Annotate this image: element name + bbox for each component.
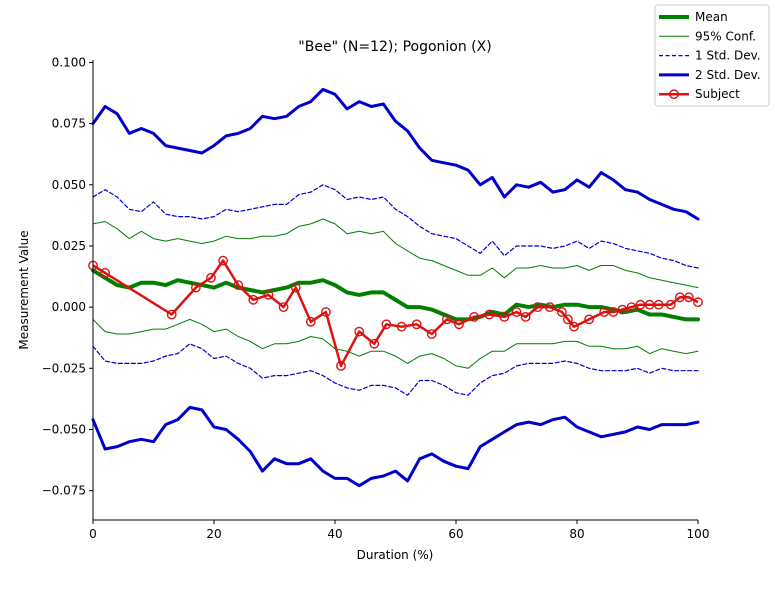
x-tick-label: 40 — [327, 527, 342, 541]
subject-point — [684, 292, 694, 303]
subject-point — [354, 326, 365, 337]
subject-point — [248, 294, 259, 305]
x-tick-label: 60 — [448, 527, 463, 541]
series-line-5 — [91, 87, 700, 221]
series-line-6 — [91, 405, 700, 488]
legend-marker — [669, 89, 679, 100]
subject-point — [166, 309, 177, 320]
series-line-4 — [92, 343, 699, 396]
subject-point — [617, 304, 628, 315]
subject-point — [381, 319, 392, 330]
series-line-2 — [92, 318, 699, 369]
x-tick-label: 80 — [569, 527, 584, 541]
subject-point — [557, 307, 567, 317]
subject-point — [263, 289, 274, 300]
legend-label: 1 Std. Dev. — [695, 49, 761, 63]
subject-point — [454, 319, 464, 330]
subject-point — [563, 314, 573, 325]
subject-point — [206, 272, 216, 283]
y-tick-label: 0.100 — [52, 55, 86, 69]
subject-point — [320, 307, 331, 317]
legend-label: 2 Std. Dev. — [695, 68, 761, 82]
y-ticks: −0.075 −0.050 −0.025 0.000 0.025 0.050 0.075 0.… — [42, 55, 93, 498]
subject-point — [305, 316, 316, 327]
y-tick-label: 0.050 — [52, 178, 86, 192]
subject-line — [92, 259, 699, 368]
subject-point — [665, 299, 676, 310]
y-tick-label: 0.000 — [52, 300, 86, 314]
series-line-1 — [92, 218, 699, 289]
subject-point — [584, 314, 594, 325]
x-axis-label: Duration (%) — [357, 548, 434, 562]
y-tick-label: −0.025 — [42, 361, 86, 375]
y-tick-label: −0.050 — [42, 422, 86, 436]
subject-point — [278, 302, 289, 312]
y-tick-label: 0.075 — [52, 117, 86, 131]
y-tick-label: 0.025 — [52, 239, 86, 253]
subject-point — [469, 311, 479, 322]
subject-point — [626, 302, 637, 312]
subject-point — [569, 321, 579, 332]
subject-point — [511, 307, 522, 317]
x-tick-label: 0 — [89, 527, 97, 541]
legend-items: Mean 95% Conf. 1 Std. Dev. 2 Std. Dev. Subje… — [659, 10, 761, 101]
subject-point — [532, 302, 543, 312]
legend-label: 95% Conf. — [695, 29, 756, 43]
subject-point — [100, 267, 111, 278]
subject-point — [411, 319, 422, 330]
legend: Mean 95% Conf. 1 Std. Dev. 2 Std. Dev. Subje… — [654, 4, 770, 107]
subject-point — [336, 360, 346, 371]
subject-point — [499, 311, 510, 322]
legend-frame — [654, 4, 770, 107]
legend-label: Mean — [695, 10, 728, 24]
subject-point — [653, 299, 664, 310]
x-ticks: 0 20 40 60 80 100 — [89, 520, 709, 541]
subject-point — [396, 321, 407, 332]
subject-point — [484, 309, 495, 320]
subject-point — [426, 329, 437, 339]
subject-point — [544, 302, 555, 312]
subject-point — [369, 338, 380, 349]
subject-point — [441, 314, 452, 325]
subject-point — [233, 280, 244, 290]
axes-layer — [92, 60, 698, 521]
series-line-3 — [92, 184, 699, 269]
subject-point — [693, 297, 703, 308]
x-tick-label: 100 — [687, 527, 710, 541]
x-tick-label: 20 — [206, 527, 221, 541]
subject-point — [290, 282, 301, 293]
subject-point — [190, 282, 201, 293]
subject-point — [218, 255, 229, 266]
subject-point — [520, 311, 531, 322]
legend-label: Subject — [695, 87, 740, 101]
y-tick-label: −0.075 — [42, 484, 86, 498]
subject-point — [608, 307, 619, 317]
y-axis-label: Measurement Value — [17, 230, 31, 349]
chart-title: "Bee" (N=12); Pogonion (X) — [298, 39, 491, 55]
subject-point — [644, 299, 655, 310]
series-layer — [88, 87, 703, 488]
